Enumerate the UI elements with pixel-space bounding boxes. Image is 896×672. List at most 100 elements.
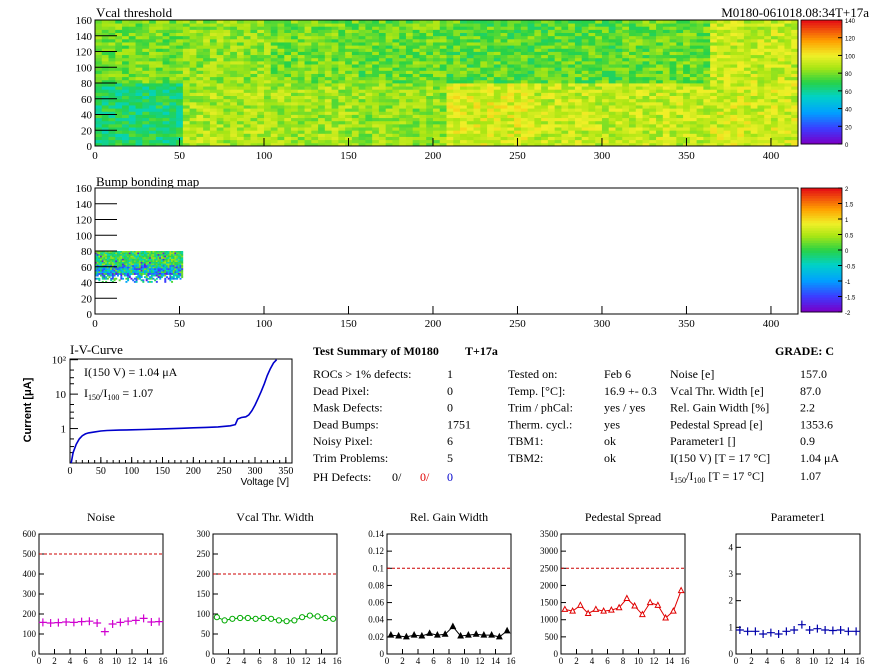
heatmap1-cell (588, 98, 596, 103)
heatmap2-cell (171, 263, 174, 266)
heatmap1-cell (703, 79, 711, 84)
heatmap1-cell (696, 83, 704, 87)
heatmap1-cell (223, 89, 231, 93)
heatmap1-cell (743, 26, 752, 30)
heatmap2-cell (120, 255, 123, 258)
heatmap2-cell (111, 262, 114, 264)
heatmap1-cell (378, 139, 387, 144)
heatmap1-cell (351, 139, 360, 144)
heatmap1-cell (358, 98, 366, 103)
heatmap2-cell (164, 257, 167, 260)
heatmap1-cell (541, 123, 549, 128)
heatmap1-cell (291, 35, 299, 40)
heatmap1-cell (629, 57, 637, 62)
heatmap1-cell (527, 20, 535, 24)
heatmap1-cell (331, 101, 339, 106)
heatmap1-cell (263, 142, 272, 147)
heatmap1-cell (304, 127, 312, 131)
heatmap1-cell (757, 48, 765, 52)
heatmap1-cell (642, 57, 650, 62)
heatmap1-cell (270, 108, 278, 112)
heatmap2-cell (140, 266, 143, 269)
heatmap1-cell (541, 133, 549, 137)
heatmap1-cell (791, 105, 799, 109)
heatmap1-cell (703, 45, 711, 49)
heatmap1-cell (372, 48, 380, 52)
heatmap1-cell (487, 142, 495, 147)
heatmap1-cell (656, 57, 664, 62)
heatmap2-cell (176, 268, 179, 271)
heatmap1-cell (365, 35, 373, 40)
heatmap2-cell (144, 262, 146, 264)
heatmap1-cell (345, 105, 353, 109)
heatmap1-cell (520, 57, 529, 62)
heatmap1-cell (676, 73, 684, 78)
heatmap1-cell (284, 23, 292, 27)
heatmap2-cell (181, 269, 184, 272)
heatmap1-cell (95, 120, 103, 125)
heatmap1-cell (588, 139, 596, 144)
heatmap1-cell (372, 86, 380, 90)
heatmap1-cell (784, 117, 792, 122)
heatmap1-cell (716, 26, 725, 30)
heatmap2-cell (181, 262, 184, 264)
heatmap1-cell (365, 92, 373, 96)
heatmap1-cell (378, 101, 387, 106)
heatmap1-cell (230, 54, 238, 59)
heatmap2-cell (140, 269, 143, 272)
heatmap1-cell (223, 64, 231, 68)
heatmap1-cell (629, 127, 637, 131)
heatmap2-cell (116, 268, 119, 271)
heatmap1-cell (284, 142, 292, 147)
heatmap1-cell (142, 142, 150, 147)
heatmap1-cell (649, 133, 657, 137)
heatmap1-cell (446, 86, 454, 90)
heatmap1-cell (318, 114, 326, 119)
heatmap2-cell (176, 262, 179, 264)
heatmap1-cell (615, 64, 623, 68)
heatmap1-cell (723, 139, 731, 144)
heatmap1-cell (642, 136, 650, 141)
heatmap1-cell (405, 92, 414, 96)
heatmap2-cell (108, 269, 111, 272)
heatmap1-cell (649, 26, 657, 30)
heatmap1-cell (405, 57, 414, 62)
heatmap1-cell (182, 114, 191, 119)
heatmap1-cell (372, 20, 380, 24)
heatmap1-cell (541, 101, 549, 106)
heatmap2-cell (150, 252, 153, 255)
heatmap1-cell (345, 67, 353, 71)
heatmap2-cell (179, 255, 182, 258)
heatmap1-cell (791, 142, 799, 147)
heatmap1-cell (243, 64, 251, 68)
heatmap1-cell (223, 51, 231, 56)
heatmap1-cell (324, 92, 332, 96)
heatmap2-cell (167, 265, 170, 268)
heatmap1-cell (514, 108, 522, 112)
heatmap1-cell (480, 139, 488, 144)
heatmap1-cell (412, 114, 420, 119)
heatmap1-cell (743, 45, 752, 49)
heatmap1-cell (169, 98, 177, 103)
heatmap2-cell (157, 268, 160, 271)
heatmap1-cell (689, 20, 698, 24)
heatmap1-cell (270, 123, 278, 128)
heatmap1-cell (135, 95, 143, 100)
heatmap1-cell (263, 89, 272, 93)
heatmap1-cell (649, 73, 657, 78)
heatmap1-cell (345, 114, 353, 119)
heatmap1-xtick-label: 400 (763, 150, 780, 162)
heatmap1-cell (615, 23, 623, 27)
heatmap2-cell (155, 251, 158, 253)
heatmap1-cell (304, 89, 312, 93)
heatmap1-cell (723, 38, 731, 43)
heatmap1-cell (595, 32, 603, 37)
heatmap1-cell (527, 57, 535, 62)
heatmap1-cell (169, 20, 177, 24)
heatmap1-cell (149, 23, 157, 27)
heatmap1-cell (372, 142, 380, 147)
heatmap2-cell (157, 255, 160, 258)
heatmap1-cell (473, 133, 481, 137)
heatmap1-cell (487, 86, 495, 90)
heatmap1-cell (595, 95, 603, 100)
